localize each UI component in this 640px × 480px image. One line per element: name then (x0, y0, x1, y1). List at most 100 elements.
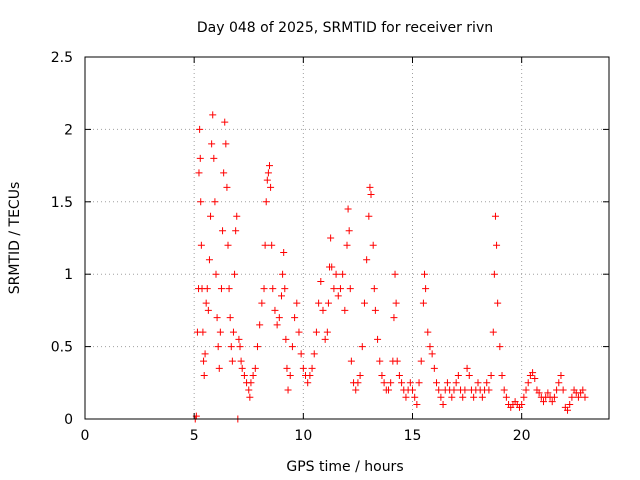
data-point (344, 205, 352, 213)
data-point (286, 372, 294, 380)
y-tick-label: 0.5 (51, 340, 73, 356)
data-point (209, 111, 217, 119)
data-point (415, 379, 423, 387)
data-point (557, 372, 565, 380)
data-point (332, 270, 340, 278)
plot-frame (84, 56, 610, 420)
data-point (273, 321, 281, 329)
data-point (535, 389, 543, 397)
data-point (306, 372, 314, 380)
data-point (437, 393, 445, 401)
data-point (196, 154, 204, 162)
data-point (489, 328, 497, 336)
data-point (195, 169, 203, 177)
data-point (288, 343, 296, 351)
data-point (211, 198, 219, 206)
data-point (391, 270, 399, 278)
data-point (223, 183, 231, 191)
data-point (493, 241, 501, 249)
data-point (430, 364, 438, 372)
data-point (417, 357, 425, 365)
data-point (207, 212, 215, 220)
data-point (393, 357, 401, 365)
data-point (550, 393, 558, 401)
data-point (581, 393, 589, 401)
data-point (336, 285, 344, 293)
data-point (363, 256, 371, 264)
data-point (498, 372, 506, 380)
data-point (428, 350, 436, 358)
data-point (459, 393, 467, 401)
data-point (463, 364, 471, 372)
data-point (228, 357, 236, 365)
data-point (233, 212, 241, 220)
data-point (339, 270, 347, 278)
data-point (343, 241, 351, 249)
data-point (384, 386, 392, 394)
data-point (435, 386, 443, 394)
data-point (356, 372, 364, 380)
data-point (222, 140, 230, 148)
data-point (238, 364, 246, 372)
y-tick-label: 1.5 (51, 195, 73, 211)
data-point (413, 401, 421, 409)
data-point (522, 386, 530, 394)
data-point (559, 386, 567, 394)
data-point (227, 343, 235, 351)
data-point (564, 406, 572, 414)
x-tick-label: 10 (294, 428, 312, 444)
data-point (260, 285, 268, 293)
data-point (478, 393, 486, 401)
data-point (279, 270, 287, 278)
y-tick-label: 1 (64, 267, 73, 283)
data-point (201, 350, 209, 358)
data-point (216, 328, 224, 336)
data-point (249, 372, 257, 380)
data-point (540, 398, 547, 406)
data-point (490, 270, 498, 278)
data-point (265, 162, 273, 170)
x-tick-label: 20 (513, 428, 531, 444)
data-point (328, 263, 336, 271)
x-axis-label: GPS time / hours (286, 459, 403, 475)
data-point (380, 379, 388, 387)
data-point (317, 277, 325, 285)
data-point (284, 386, 292, 394)
data-point (454, 372, 462, 380)
data-point (275, 314, 283, 322)
data-point (518, 401, 526, 409)
data-point (555, 379, 563, 387)
data-point (204, 306, 212, 314)
data-point (579, 386, 587, 394)
data-point (374, 335, 382, 343)
data-point (448, 393, 456, 401)
data-point (330, 285, 338, 293)
data-point (502, 393, 510, 401)
data-point (312, 328, 320, 336)
data-point (566, 401, 574, 409)
data-point (235, 335, 243, 343)
data-point (341, 306, 349, 314)
data-point (358, 343, 366, 351)
data-point (217, 285, 225, 293)
data-point (304, 379, 312, 387)
y-tick-label: 2 (64, 122, 73, 138)
data-point (291, 314, 299, 322)
data-point (213, 314, 221, 322)
data-point (323, 328, 331, 336)
x-tick-label: 5 (190, 428, 199, 444)
data-point (247, 379, 255, 387)
data-point (256, 321, 264, 329)
data-point (421, 270, 429, 278)
data-point (496, 343, 504, 351)
data-point (529, 369, 537, 377)
data-point (263, 176, 271, 184)
data-point (251, 364, 259, 372)
data-point (487, 372, 495, 380)
data-point (246, 393, 254, 401)
data-point (271, 306, 279, 314)
data-point (371, 306, 379, 314)
data-point (237, 357, 245, 365)
grid-lines (85, 57, 609, 419)
data-point (366, 183, 374, 191)
